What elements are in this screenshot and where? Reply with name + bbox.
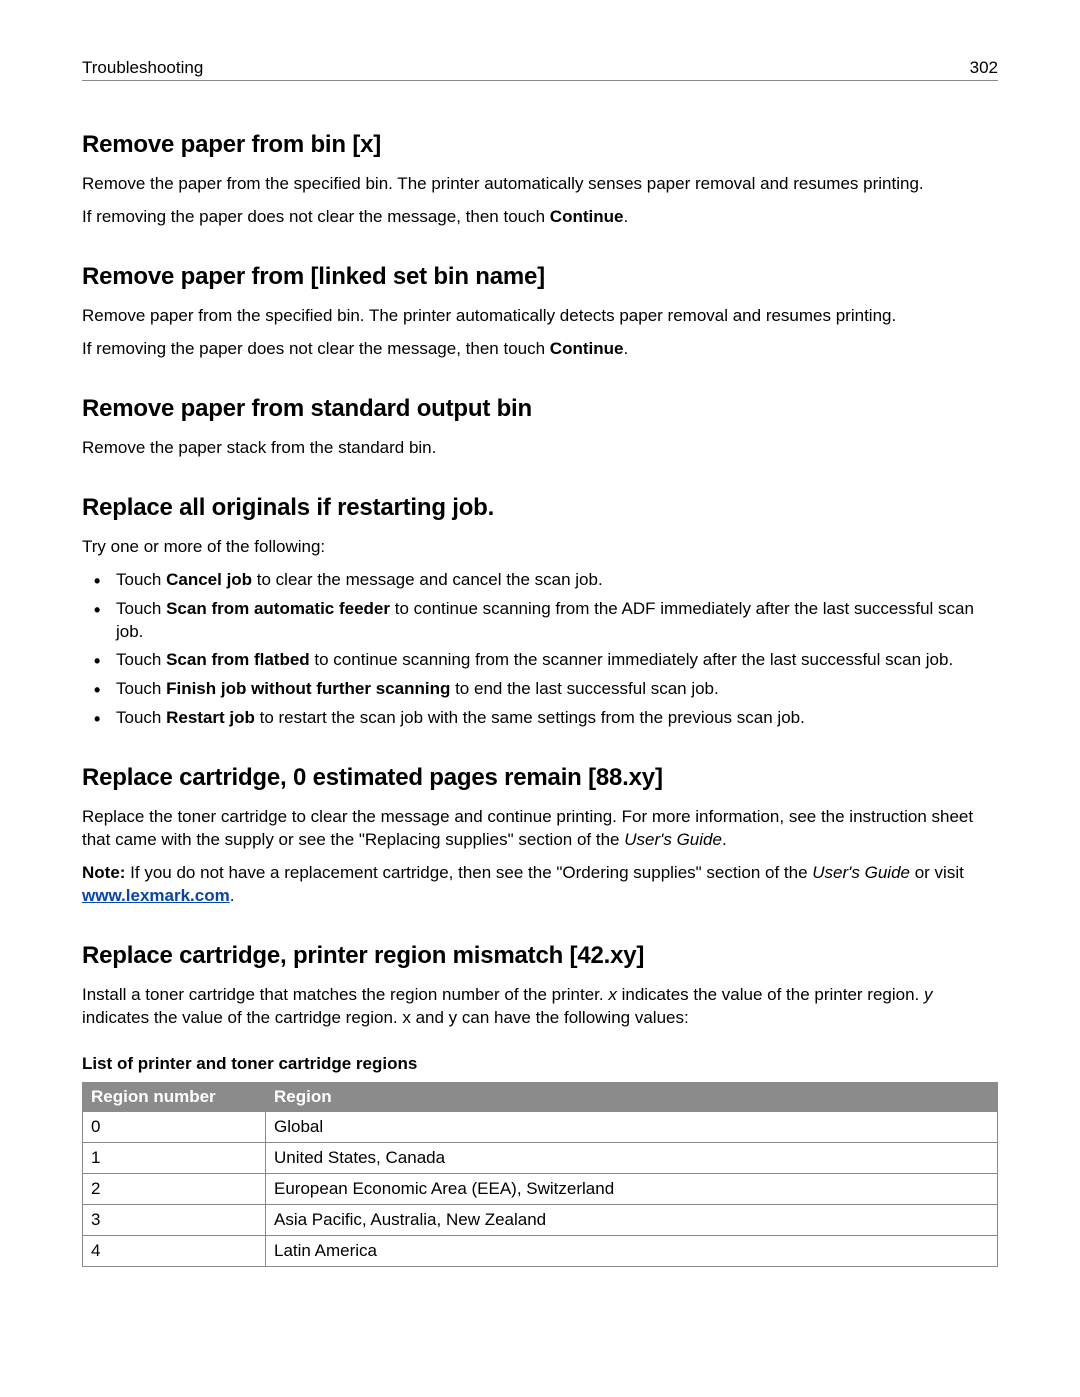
italic-text: User's Guide xyxy=(812,863,910,882)
table-header-cell: Region number xyxy=(83,1082,266,1111)
table-cell: 3 xyxy=(83,1204,266,1235)
table-cell: 0 xyxy=(83,1111,266,1142)
text-run: Touch xyxy=(116,679,166,698)
bold-text: Continue xyxy=(550,207,624,226)
table-cell: European Economic Area (EEA), Switzerlan… xyxy=(266,1173,998,1204)
bold-text: Scan from flatbed xyxy=(166,650,310,669)
text-run: Install a toner cartridge that matches t… xyxy=(82,985,608,1004)
table-cell: United States, Canada xyxy=(266,1142,998,1173)
body-text: If removing the paper does not clear the… xyxy=(82,206,998,229)
text-run: to clear the message and cancel the scan… xyxy=(252,570,603,589)
text-run: . xyxy=(230,886,235,905)
body-text: Replace the toner cartridge to clear the… xyxy=(82,806,998,852)
text-run: If you do not have a replacement cartrid… xyxy=(125,863,812,882)
body-text: If removing the paper does not clear the… xyxy=(82,338,998,361)
text-run: . xyxy=(623,339,628,358)
list-item: Touch Scan from automatic feeder to cont… xyxy=(112,598,998,644)
external-link[interactable]: www.lexmark.com xyxy=(82,886,230,905)
table-header-cell: Region xyxy=(266,1082,998,1111)
text-run: to restart the scan job with the same se… xyxy=(255,708,805,727)
text-run: to end the last successful scan job. xyxy=(450,679,718,698)
table-row: 1 United States, Canada xyxy=(83,1142,998,1173)
text-run: If removing the paper does not clear the… xyxy=(82,339,550,358)
text-run: indicates the value of the printer regio… xyxy=(617,985,924,1004)
text-run: Touch xyxy=(116,570,166,589)
bold-text: Continue xyxy=(550,339,624,358)
section-title: Replace cartridge, printer region mismat… xyxy=(82,942,998,970)
section-title: Remove paper from bin [x] xyxy=(82,131,998,159)
table-header-row: Region number Region xyxy=(83,1082,998,1111)
italic-text: User's Guide xyxy=(624,830,722,849)
bold-text: Cancel job xyxy=(166,570,252,589)
table-cell: Latin America xyxy=(266,1235,998,1266)
header-page-number: 302 xyxy=(970,58,998,78)
text-run: . xyxy=(722,830,727,849)
text-run: Touch xyxy=(116,599,166,618)
body-text: Remove the paper stack from the standard… xyxy=(82,437,998,460)
italic-text: x xyxy=(608,985,617,1004)
body-text: Try one or more of the following: xyxy=(82,536,998,559)
table-cell: Asia Pacific, Australia, New Zealand xyxy=(266,1204,998,1235)
bold-text: Note: xyxy=(82,863,125,882)
text-run: or visit xyxy=(910,863,964,882)
list-item: Touch Cancel job to clear the message an… xyxy=(112,569,998,592)
page-header: Troubleshooting 302 xyxy=(82,58,998,81)
table-cell: 1 xyxy=(83,1142,266,1173)
table-caption: List of printer and toner cartridge regi… xyxy=(82,1054,998,1074)
table-cell: Global xyxy=(266,1111,998,1142)
body-text: Note: If you do not have a replacement c… xyxy=(82,862,998,908)
italic-text: y xyxy=(924,985,933,1004)
bold-text: Restart job xyxy=(166,708,255,727)
body-text: Remove the paper from the specified bin.… xyxy=(82,173,998,196)
text-run: Touch xyxy=(116,708,166,727)
bullet-list: Touch Cancel job to clear the message an… xyxy=(82,569,998,731)
section-title: Remove paper from [linked set bin name] xyxy=(82,263,998,291)
table-cell: 4 xyxy=(83,1235,266,1266)
bold-text: Finish job without further scanning xyxy=(166,679,450,698)
text-run: Replace the toner cartridge to clear the… xyxy=(82,807,973,849)
table-row: 0 Global xyxy=(83,1111,998,1142)
header-section: Troubleshooting xyxy=(82,58,203,78)
text-run: Touch xyxy=(116,650,166,669)
bold-text: Scan from automatic feeder xyxy=(166,599,390,618)
section-title: Replace cartridge, 0 estimated pages rem… xyxy=(82,764,998,792)
list-item: Touch Finish job without further scannin… xyxy=(112,678,998,701)
body-text: Install a toner cartridge that matches t… xyxy=(82,984,998,1030)
table-row: 3 Asia Pacific, Australia, New Zealand xyxy=(83,1204,998,1235)
table-cell: 2 xyxy=(83,1173,266,1204)
text-run: If removing the paper does not clear the… xyxy=(82,207,550,226)
table-row: 4 Latin America xyxy=(83,1235,998,1266)
body-text: Remove paper from the specified bin. The… xyxy=(82,305,998,328)
region-table: Region number Region 0 Global 1 United S… xyxy=(82,1082,998,1267)
text-run: indicates the value of the cartridge reg… xyxy=(82,1008,689,1027)
list-item: Touch Restart job to restart the scan jo… xyxy=(112,707,998,730)
text-run: to continue scanning from the scanner im… xyxy=(310,650,954,669)
page-content: Troubleshooting 302 Remove paper from bi… xyxy=(0,0,1080,1327)
text-run: . xyxy=(623,207,628,226)
section-title: Remove paper from standard output bin xyxy=(82,395,998,423)
table-row: 2 European Economic Area (EEA), Switzerl… xyxy=(83,1173,998,1204)
list-item: Touch Scan from flatbed to continue scan… xyxy=(112,649,998,672)
section-title: Replace all originals if restarting job. xyxy=(82,494,998,522)
